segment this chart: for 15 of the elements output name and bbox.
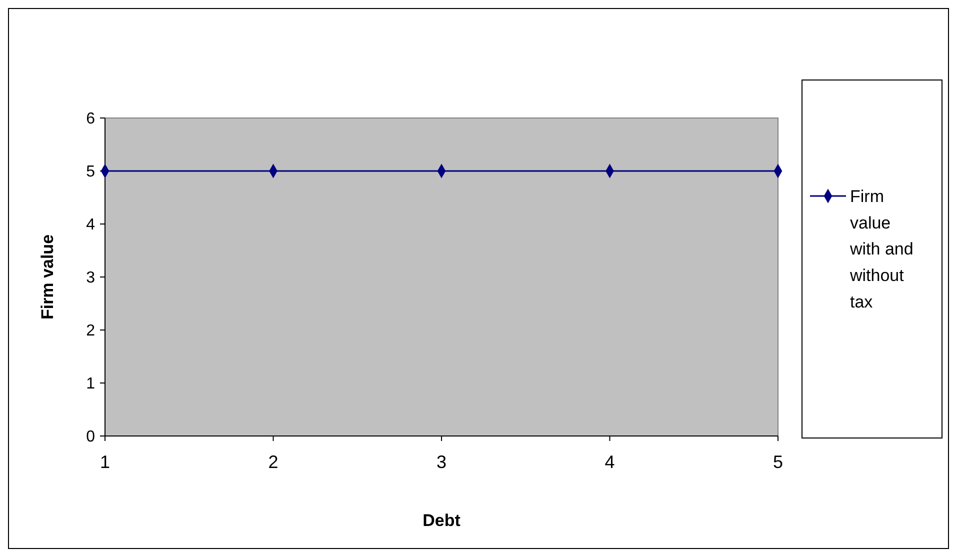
x-tick-label: 5 <box>772 452 784 472</box>
y-tick-label: 6 <box>86 110 96 128</box>
y-tick-label: 5 <box>86 164 96 181</box>
y-tick-label: 1 <box>86 376 96 393</box>
y-tick-label: 2 <box>86 322 96 340</box>
x-tick-label: 4 <box>604 452 615 472</box>
y-tick-label: 3 <box>86 270 96 287</box>
x-tick-label: 3 <box>436 452 447 472</box>
x-tick-label: 2 <box>268 452 278 472</box>
x-tick-label: 1 <box>100 452 110 472</box>
y-tick-label: 0 <box>86 428 96 446</box>
y-axis-title: Firm value <box>38 234 57 320</box>
y-tick-label: 4 <box>86 216 96 234</box>
legend-label: Firm value with and without tax <box>849 186 914 312</box>
x-axis-title: Debt <box>422 511 461 530</box>
